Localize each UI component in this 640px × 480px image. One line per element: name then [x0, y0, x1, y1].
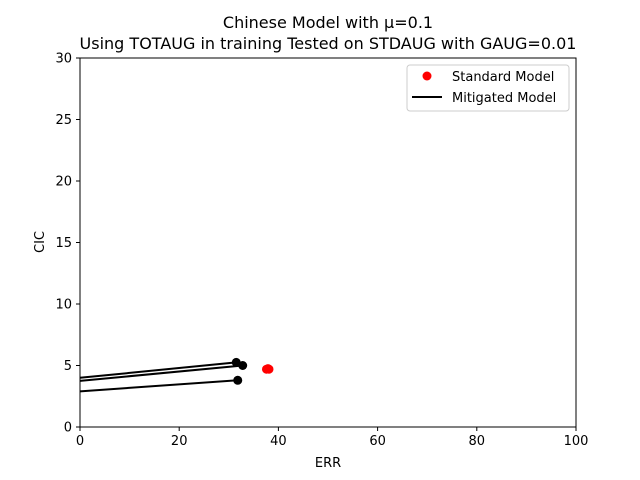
standard-point: [264, 364, 274, 374]
y-tick-label: 30: [55, 52, 72, 67]
y-tick-label: 0: [64, 421, 72, 436]
legend-label-mitigated: Mitigated Model: [452, 91, 556, 106]
legend-label-standard: Standard Model: [452, 70, 554, 85]
mitigated-point: [238, 361, 248, 370]
chart-subtitle: Using TOTAUG in training Tested on STDAU…: [80, 34, 577, 53]
x-tick-label: 40: [270, 434, 287, 449]
y-tick-label: 5: [64, 359, 72, 374]
x-tick-label: 0: [76, 434, 84, 449]
plot-area: [80, 58, 576, 427]
x-tick-label: 60: [369, 434, 386, 449]
x-tick-label: 100: [564, 434, 589, 449]
y-axis-ticks: 0 5 10 15 20 25 30: [55, 52, 80, 436]
legend-marker-standard: [422, 71, 432, 81]
x-tick-label: 80: [469, 434, 486, 449]
plot-frame: [79, 57, 577, 428]
x-axis-label: ERR: [315, 456, 341, 471]
y-tick-label: 20: [55, 175, 72, 190]
mitigated-line: [79, 364, 243, 382]
chart-title: Chinese Model with μ=0.1: [223, 13, 433, 32]
legend-box: [406, 64, 570, 112]
y-axis-label: CIC: [33, 231, 48, 253]
mitigated-point: [233, 375, 243, 385]
mitigated-line: [79, 379, 238, 393]
x-tick-label: 20: [171, 434, 188, 449]
legend: Standard Model Mitigated Model: [406, 64, 570, 112]
x-axis-ticks: 0 20 40 60 80 100: [76, 427, 589, 449]
y-tick-label: 10: [55, 298, 72, 313]
y-tick-label: 15: [55, 236, 72, 251]
mitigated-line: [79, 361, 237, 379]
y-tick-label: 25: [55, 113, 72, 128]
plot-marks: [79, 357, 274, 393]
